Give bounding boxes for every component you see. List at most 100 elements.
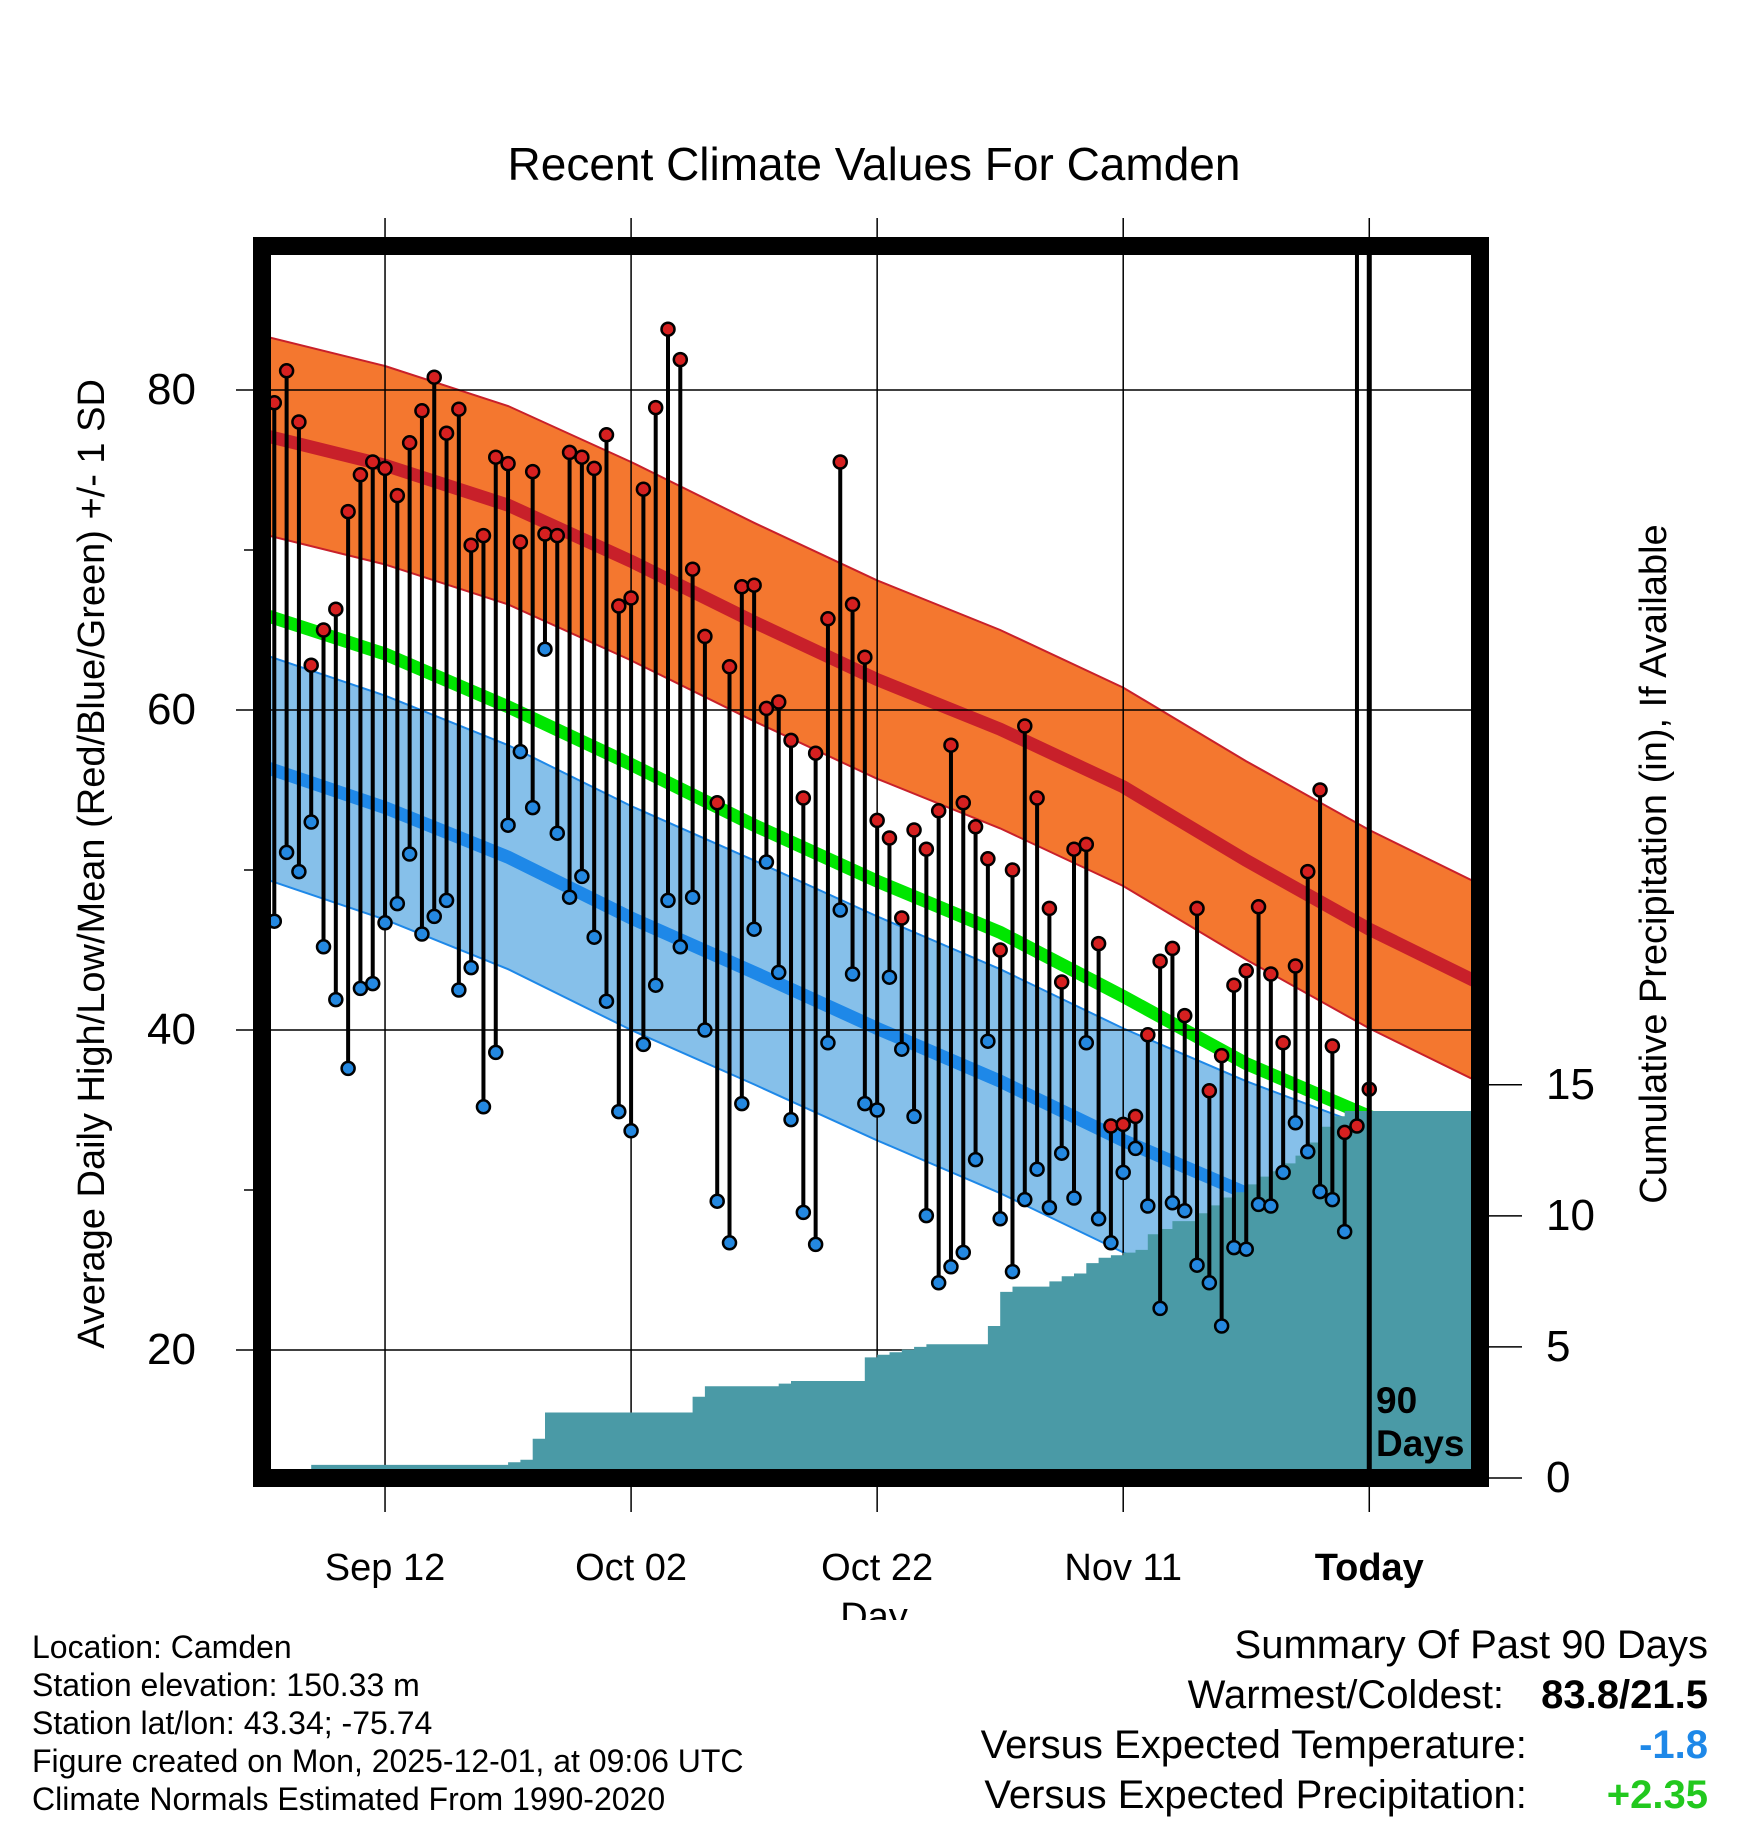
daily-high-point — [549, 527, 566, 544]
x-tick-label: Oct 02 — [575, 1547, 687, 1589]
daily-high-point — [1004, 862, 1021, 878]
summary-panel: Summary Of Past 90 Days Warmest/Coldest:… — [981, 1620, 1708, 1820]
daily-low-point — [463, 959, 479, 976]
daily-high-point — [1213, 1047, 1230, 1064]
y2-tick-label: 0 — [1546, 1453, 1570, 1502]
daily-high-point — [1115, 1116, 1131, 1133]
daily-low-point — [1312, 1183, 1328, 1200]
daily-high-point — [1103, 1118, 1119, 1134]
climate-chart: Recent Climate Values For Camden Sep 12 O… — [71, 0, 1675, 1620]
daily-low-point — [401, 846, 418, 862]
daily-low-point — [783, 1111, 799, 1128]
daily-low-point — [684, 889, 701, 905]
warmest-coldest-value: 83.8/21.5 — [1541, 1673, 1708, 1717]
daily-high-point — [930, 803, 947, 819]
daily-high-point — [1041, 900, 1058, 917]
daily-high-point — [1189, 900, 1205, 917]
daily-high-point — [783, 732, 799, 749]
daily-low-point — [1164, 1195, 1181, 1211]
daily-high-point — [660, 321, 676, 337]
daily-high-point — [635, 481, 652, 497]
daily-low-point — [943, 1259, 959, 1275]
daily-high-point — [1324, 1038, 1341, 1054]
daily-high-point — [1336, 1124, 1353, 1141]
daily-high-point — [364, 454, 381, 470]
station-info: Location: Camden Station elevation: 150.… — [32, 1628, 744, 1818]
daily-low-point — [894, 1041, 910, 1057]
y-tick-label: 60 — [147, 685, 196, 734]
daily-high-point — [832, 454, 848, 470]
daily-low-point — [1189, 1257, 1205, 1273]
y2-tick-label: 15 — [1546, 1060, 1595, 1109]
daily-low-point — [660, 892, 676, 909]
daily-low-point — [1324, 1191, 1341, 1208]
daily-low-point — [955, 1244, 972, 1261]
y-tick-label: 40 — [147, 1005, 196, 1054]
daily-high-point — [844, 596, 861, 613]
daily-low-point — [303, 814, 319, 830]
daily-high-point — [1201, 1083, 1218, 1099]
daily-low-point — [340, 1060, 356, 1077]
daily-high-point — [598, 427, 615, 443]
plot-area — [262, 0, 1480, 1478]
daily-low-point — [586, 929, 602, 945]
daily-high-point — [623, 590, 639, 606]
daily-high-point — [943, 737, 959, 753]
daily-low-point — [611, 1103, 627, 1120]
normals-text: Climate Normals Estimated From 1990-2020 — [32, 1781, 666, 1817]
daily-high-point — [1090, 935, 1107, 952]
y-axis-label: Average Daily High/Low/Mean (Red/Blue/Gr… — [71, 379, 113, 1349]
daily-low-point — [746, 921, 762, 937]
daily-low-point — [364, 975, 381, 992]
daily-low-point — [623, 1123, 639, 1139]
daily-low-point — [1017, 1191, 1033, 1208]
daily-high-point — [574, 449, 590, 465]
daily-low-point — [906, 1108, 922, 1125]
daily-low-point — [881, 969, 898, 985]
daily-high-point — [1127, 1108, 1144, 1125]
daily-high-point — [721, 659, 738, 675]
summary-heading: Summary Of Past 90 Days — [1234, 1623, 1708, 1667]
daily-high-point — [414, 403, 430, 419]
daily-high-point — [512, 534, 529, 550]
precipitation-value: +2.35 — [1606, 1773, 1708, 1817]
daily-low-point — [980, 1033, 996, 1049]
daily-low-point — [672, 939, 689, 955]
y2-tick-label: 5 — [1546, 1322, 1570, 1371]
daily-high-point — [611, 598, 627, 614]
daily-low-point — [795, 1204, 812, 1221]
daily-low-point — [1115, 1164, 1131, 1181]
daily-high-point — [1053, 974, 1070, 990]
daily-low-point — [832, 902, 848, 918]
daily-high-point — [955, 795, 972, 811]
daily-low-point — [598, 993, 615, 1009]
axes: Sep 12 Oct 02 Oct 22 Nov 11 Today 20 40 60 80 0 5 1… — [147, 218, 1595, 1589]
daily-low-point — [1127, 1140, 1144, 1157]
daily-high-point — [770, 694, 787, 710]
daily-low-point — [574, 868, 590, 885]
daily-low-point — [315, 939, 332, 955]
temperature-label: Versus Expected Temperature: — [980, 1723, 1527, 1767]
daily-low-point — [1066, 1190, 1082, 1206]
daily-low-point — [537, 641, 553, 657]
plot-border — [253, 237, 1489, 1487]
daily-low-point — [1140, 1198, 1156, 1214]
daily-low-point — [1238, 1241, 1254, 1257]
x-axis-label: Day — [840, 1596, 908, 1620]
daily-high-point — [881, 830, 898, 846]
daily-low-point — [488, 1044, 504, 1061]
daily-low-point — [1363, 0, 1376, 7]
daily-low-point — [930, 1275, 947, 1291]
daily-low-point — [1300, 1143, 1316, 1160]
daily-high-point — [352, 467, 369, 483]
daily-low-point — [451, 982, 467, 998]
daily-low-point — [524, 799, 541, 816]
daily-high-point — [291, 414, 307, 430]
daily-high-point — [488, 449, 504, 465]
daily-high-point — [1140, 1027, 1156, 1043]
daily-temperature-series — [262, 0, 1378, 1334]
daily-high-point — [758, 700, 775, 717]
daily-high-point — [1164, 940, 1181, 957]
y-tick-label: 80 — [147, 365, 196, 414]
daily-low-point — [389, 895, 406, 912]
